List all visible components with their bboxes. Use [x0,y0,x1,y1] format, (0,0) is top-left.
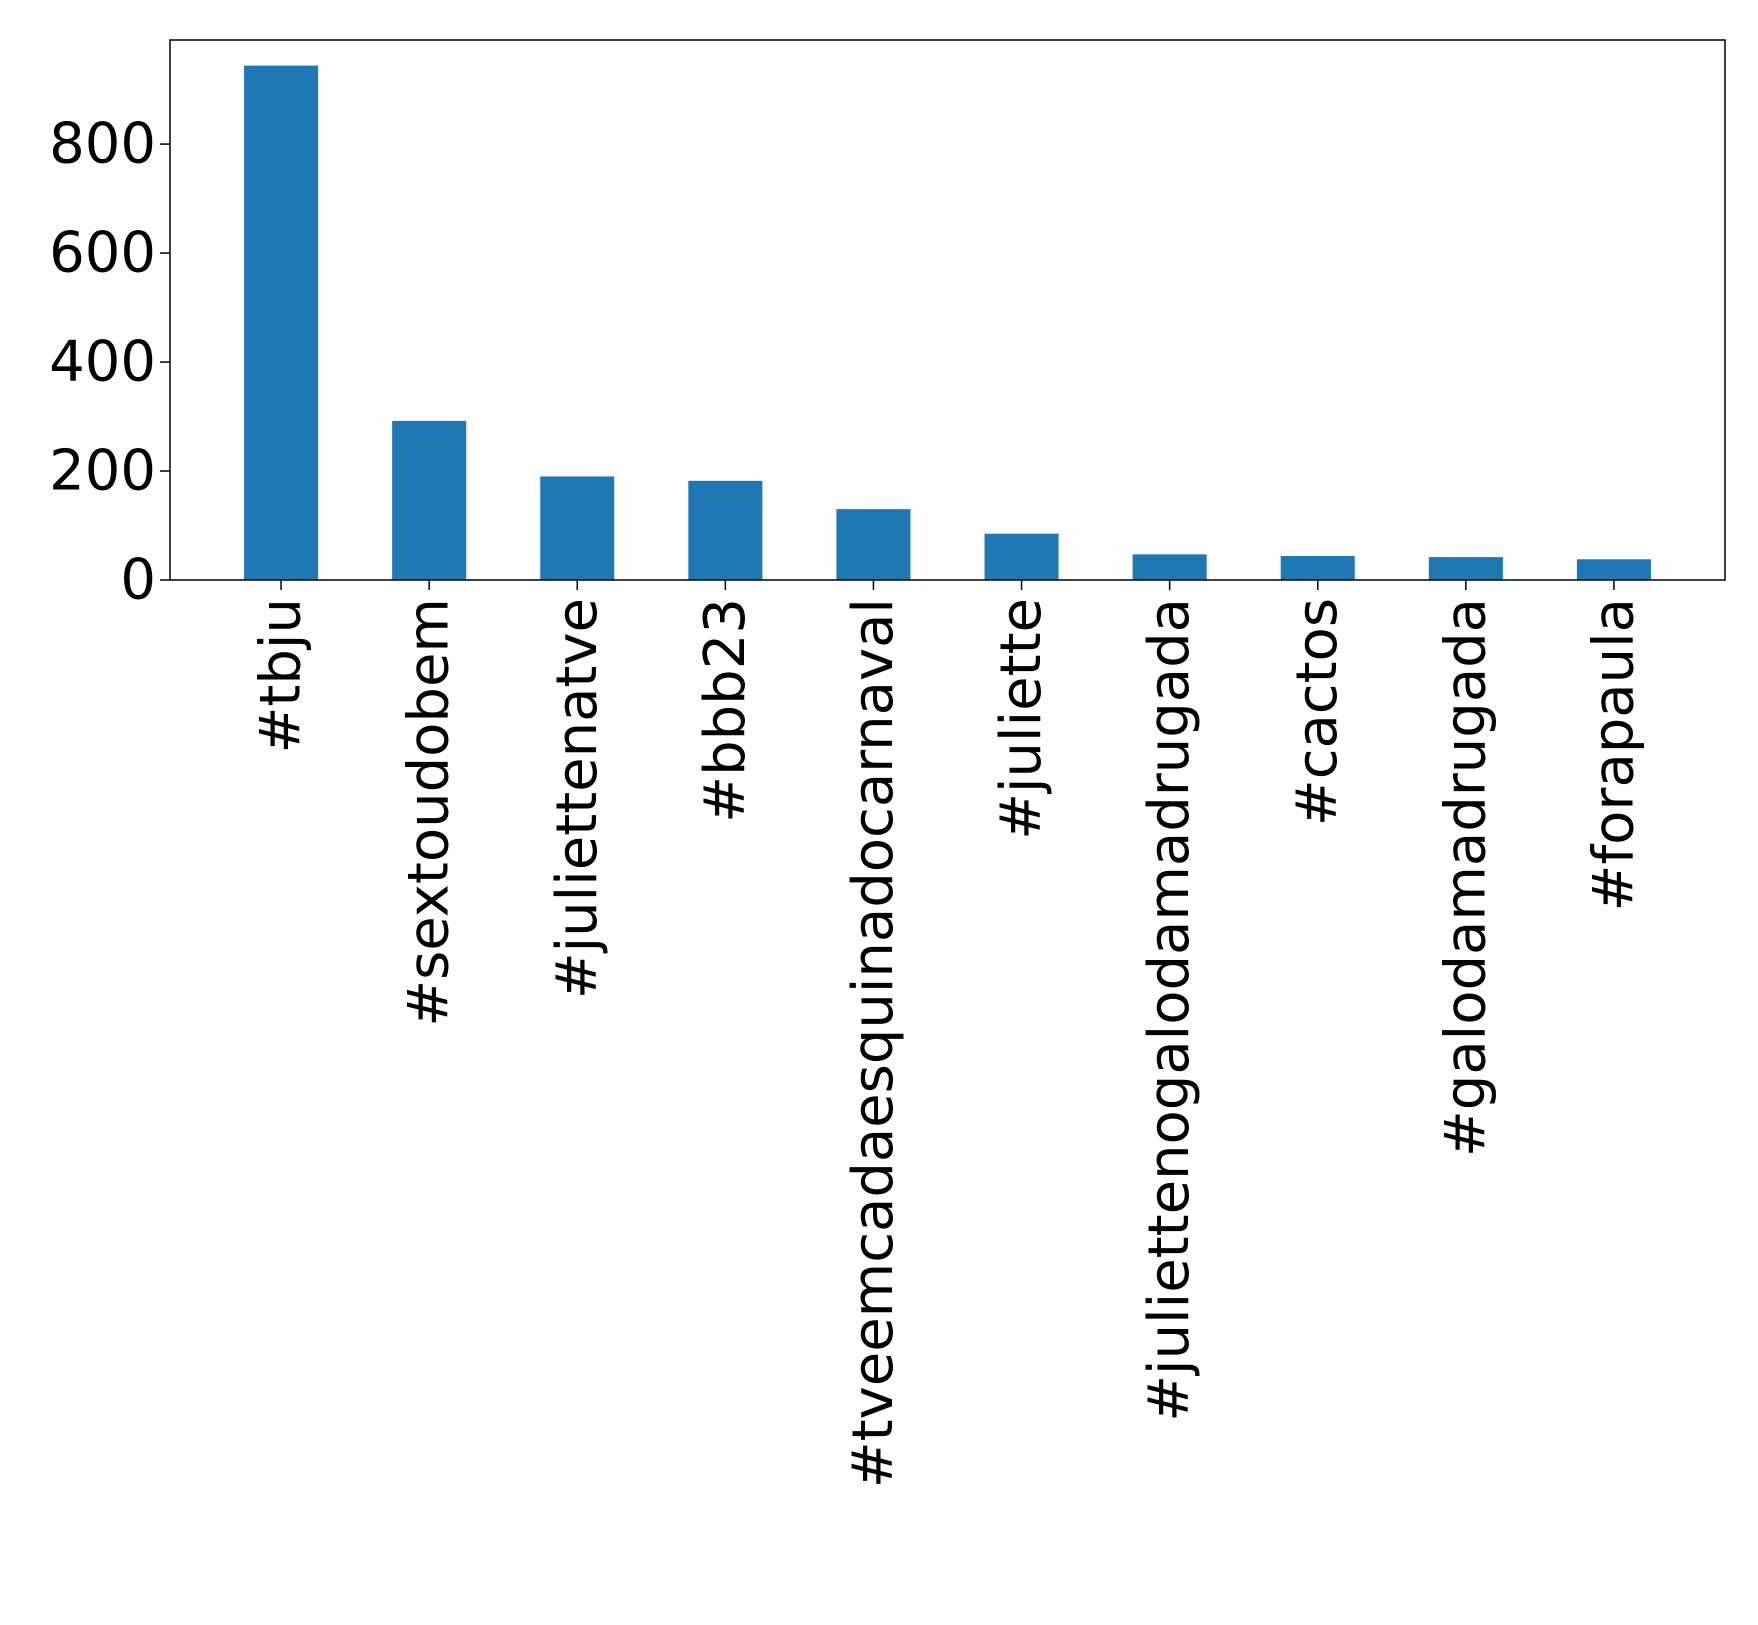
y-tick-label: 800 [49,112,156,177]
plot-frame [169,39,1726,581]
bar-0 [244,65,319,581]
x-tick-label: #forapaula [1581,598,1646,911]
x-tick-label: #juliettenogalodamadrugada [1137,598,1202,1422]
x-axis: #tbju #sextoudobem #juliettenatve #bbb23 #tv… [249,580,1646,1488]
x-tick-label: #tveemcadaesquinadocarnaval [841,598,906,1488]
x-tick-label: #galodamadrugada [1433,598,1498,1157]
x-tick-label: #sextoudobem [397,598,462,1027]
y-tick-label: 400 [49,330,156,395]
y-tick-label: 0 [120,548,156,613]
x-tick-label: #tbju [249,598,314,753]
bar-8 [1428,557,1503,580]
y-axis: 0 200 400 600 800 [49,112,170,613]
x-tick-label: #bbb23 [693,598,758,823]
bar-1 [392,420,467,580]
x-tick-label: #cactos [1285,598,1350,826]
bar-6 [1132,554,1207,580]
bar-9 [1576,559,1651,580]
y-tick-label: 200 [49,439,156,504]
bar-4 [836,509,911,580]
bar-5 [984,533,1059,580]
bar-7 [1280,556,1355,580]
x-tick-label: #juliette [989,598,1054,840]
bar-2 [540,476,615,580]
x-tick-label: #juliettenatve [545,598,610,999]
bars-layer [244,65,1651,581]
bar-3 [688,480,763,580]
y-tick-label: 600 [49,221,156,286]
